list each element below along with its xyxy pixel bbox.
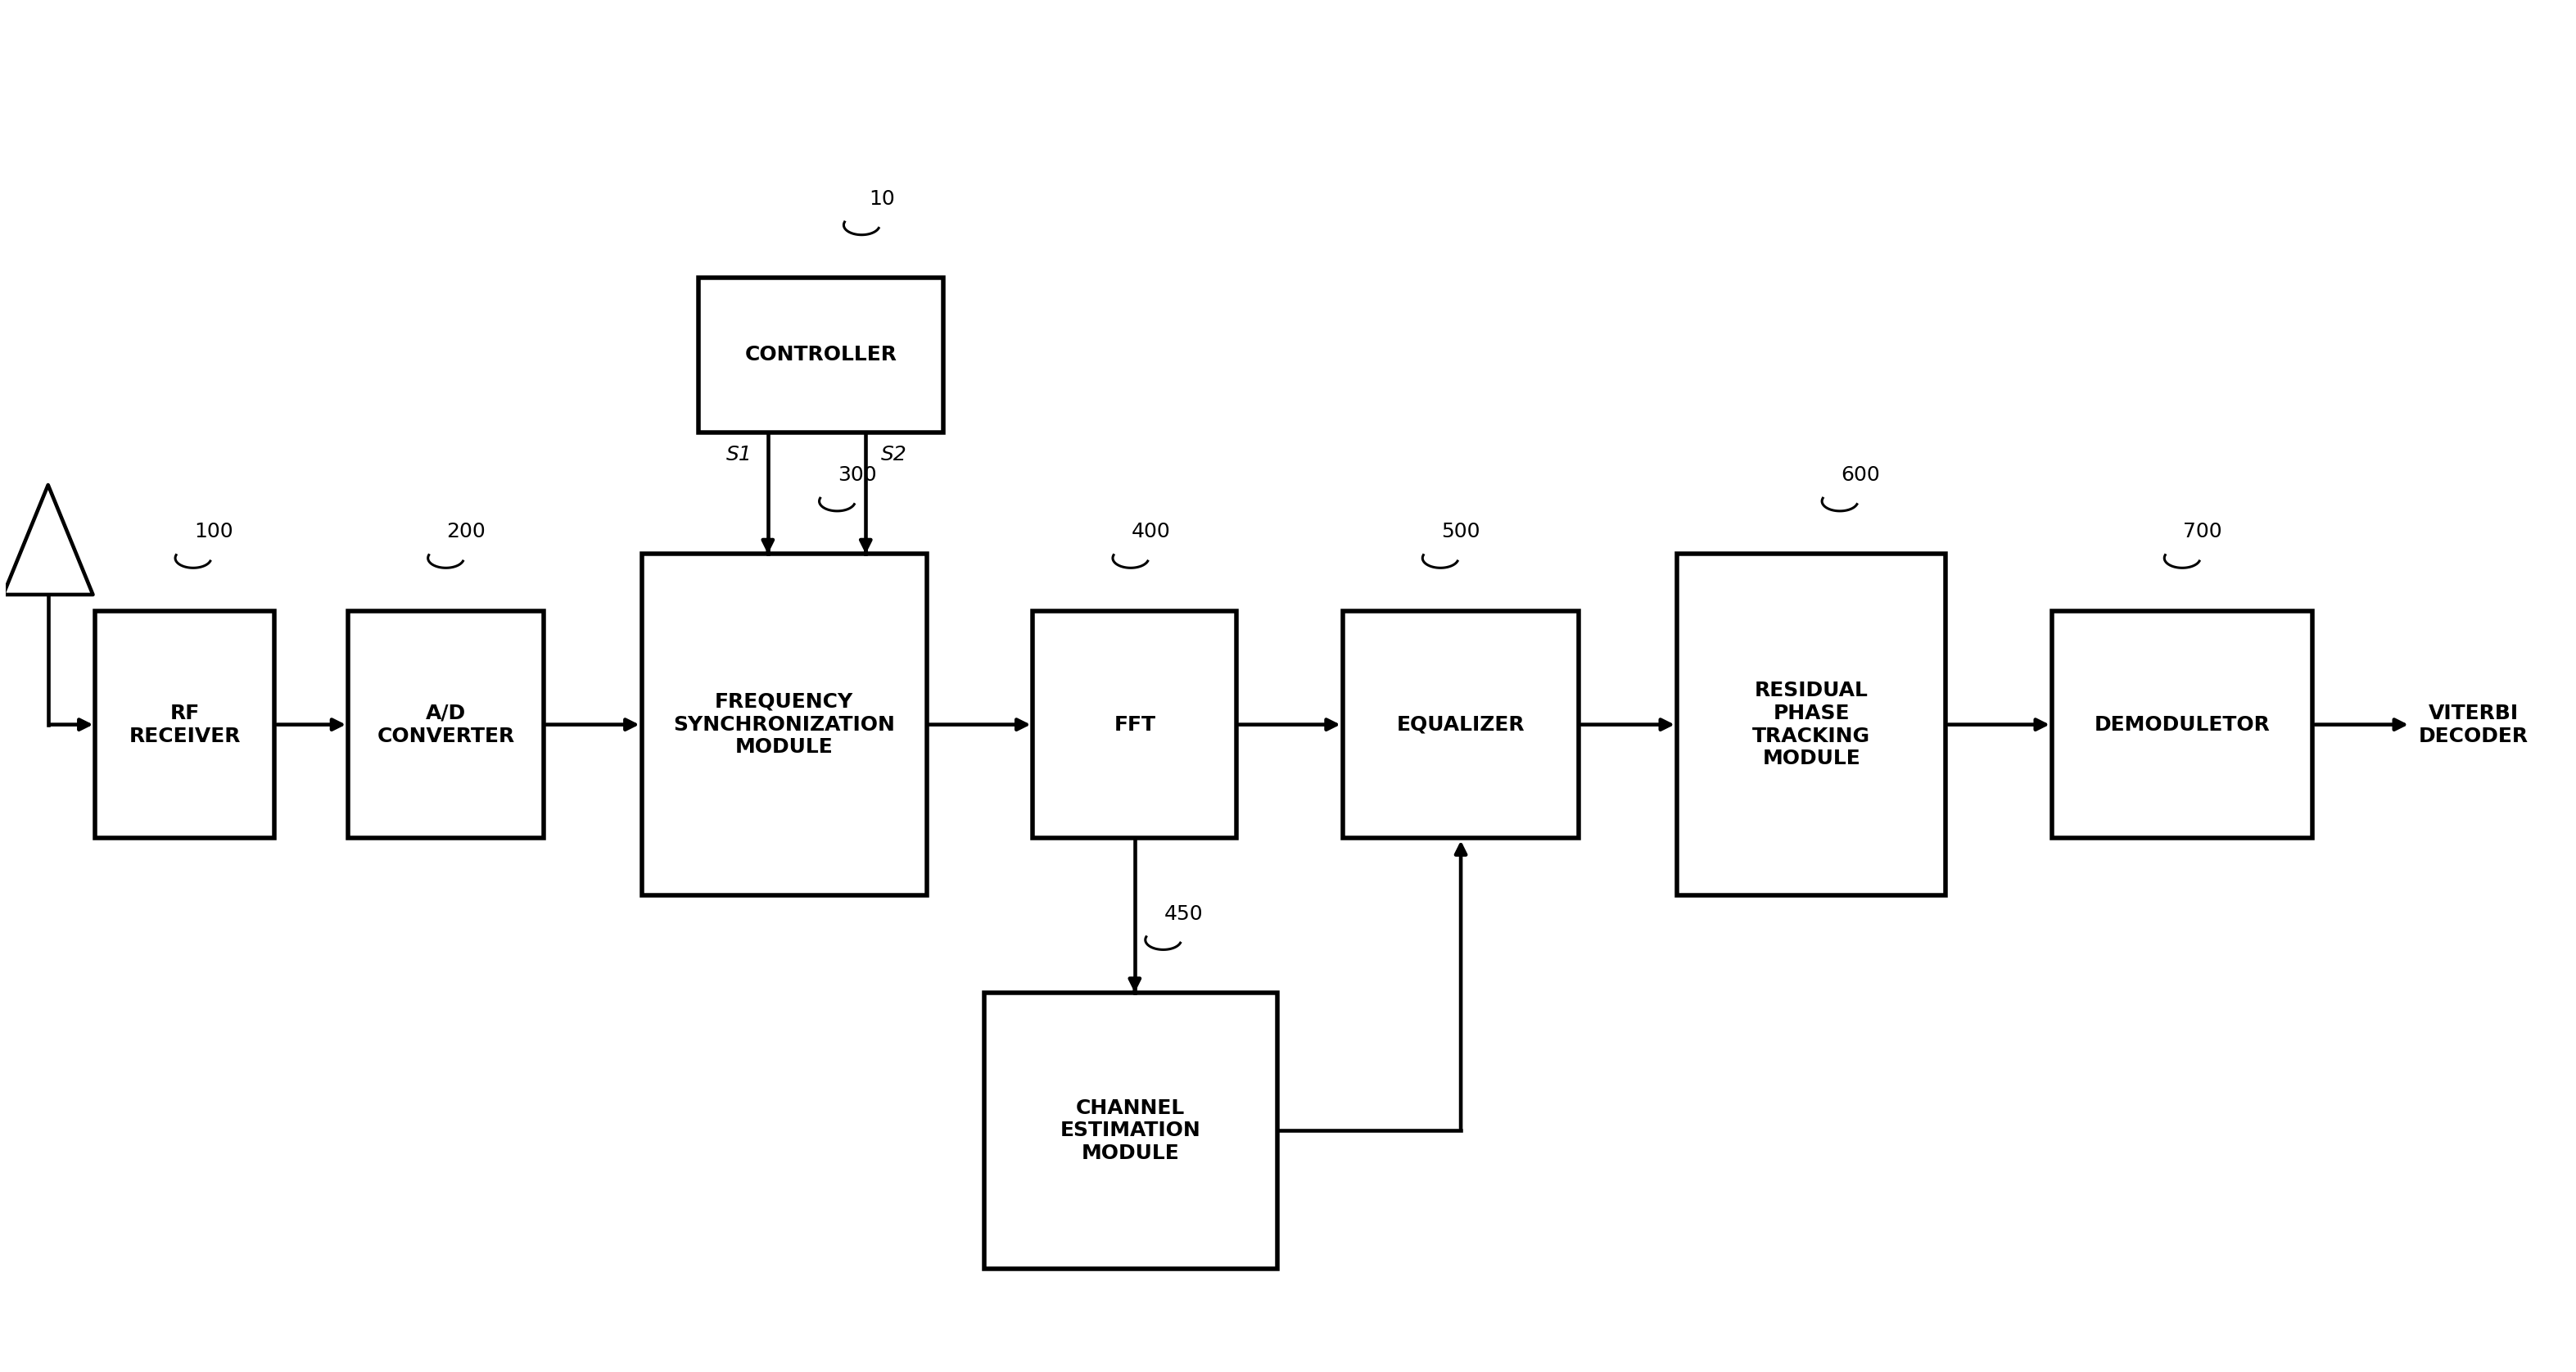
Text: 300: 300 [837, 465, 876, 484]
Text: S1: S1 [726, 445, 752, 465]
Bar [698, 277, 943, 432]
Bar [1033, 611, 1236, 838]
Text: 400: 400 [1131, 523, 1170, 542]
Text: DEMODULETOR: DEMODULETOR [2094, 715, 2269, 734]
Text: 200: 200 [446, 523, 487, 542]
Bar [1677, 554, 1945, 895]
Text: FFT: FFT [1113, 715, 1157, 734]
Text: VITERBI
DECODER: VITERBI DECODER [2419, 704, 2530, 746]
Text: CONTROLLER: CONTROLLER [744, 346, 896, 365]
Polygon shape [3, 484, 93, 594]
Text: S2: S2 [881, 445, 907, 465]
Bar [1342, 611, 1579, 838]
Bar [641, 554, 927, 895]
Text: 600: 600 [1842, 465, 1880, 484]
Text: 500: 500 [1443, 523, 1481, 542]
Text: A/D
CONVERTER: A/D CONVERTER [376, 704, 515, 746]
Text: 10: 10 [868, 189, 894, 209]
Bar [2053, 611, 2313, 838]
Text: RF
RECEIVER: RF RECEIVER [129, 704, 242, 746]
Bar [95, 611, 276, 838]
Bar [984, 993, 1278, 1269]
Text: CHANNEL
ESTIMATION
MODULE: CHANNEL ESTIMATION MODULE [1061, 1098, 1200, 1163]
Bar [348, 611, 544, 838]
Text: 450: 450 [1164, 904, 1203, 923]
Text: RESIDUAL
PHASE
TRACKING
MODULE: RESIDUAL PHASE TRACKING MODULE [1752, 681, 1870, 768]
Text: EQUALIZER: EQUALIZER [1396, 715, 1525, 734]
Text: 700: 700 [2182, 523, 2223, 542]
Text: 100: 100 [193, 523, 232, 542]
Text: FREQUENCY
SYNCHRONIZATION
MODULE: FREQUENCY SYNCHRONIZATION MODULE [672, 691, 894, 757]
